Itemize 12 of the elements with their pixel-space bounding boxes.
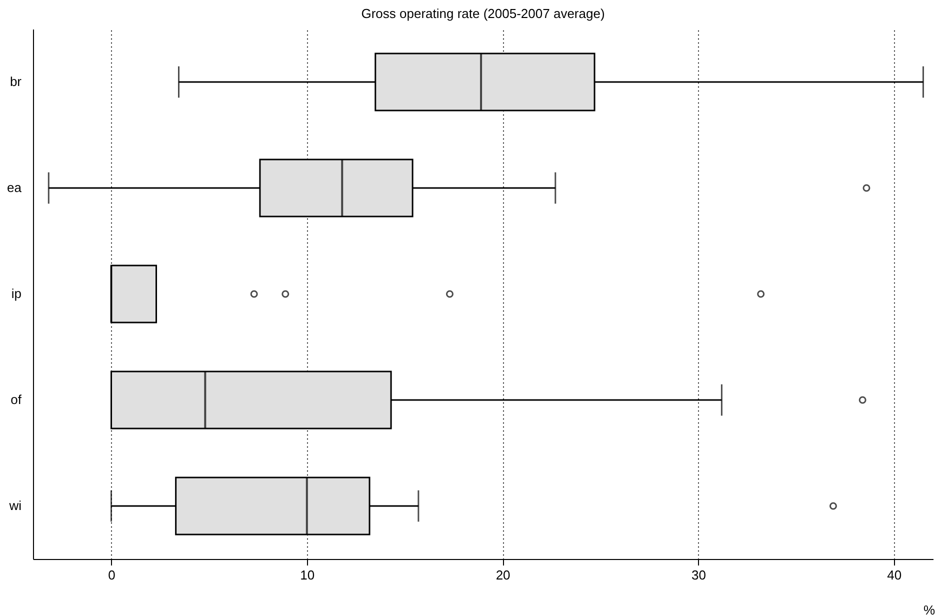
- y-tick-label: ip: [11, 286, 22, 301]
- y-tick-label: of: [10, 392, 22, 407]
- y-tick-label: wi: [8, 498, 22, 513]
- y-tick-label: br: [10, 74, 22, 89]
- x-axis-title: %: [924, 602, 936, 615]
- chart-title: Gross operating rate (2005-2007 average): [361, 6, 605, 21]
- x-tick-label: 10: [300, 568, 315, 582]
- x-tick-label: 20: [496, 568, 510, 582]
- x-tick-label: 30: [691, 568, 706, 582]
- x-tick-label: 40: [887, 568, 902, 582]
- x-tick-label: 0: [108, 568, 116, 582]
- y-tick-label: ea: [7, 180, 22, 195]
